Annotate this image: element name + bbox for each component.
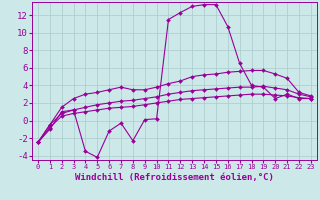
X-axis label: Windchill (Refroidissement éolien,°C): Windchill (Refroidissement éolien,°C) [75, 173, 274, 182]
